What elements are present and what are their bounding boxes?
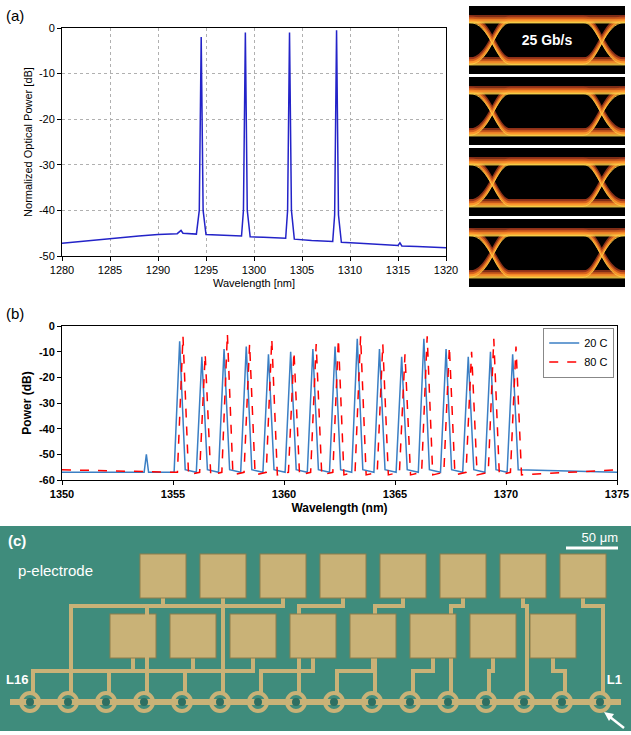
svg-text:1285: 1285 — [98, 264, 122, 276]
svg-text:-50: -50 — [39, 448, 55, 460]
svg-text:-50: -50 — [39, 250, 55, 262]
svg-text:L1: L1 — [607, 672, 622, 687]
svg-text:(a): (a) — [6, 7, 24, 24]
svg-text:-30: -30 — [39, 159, 55, 171]
svg-text:1295: 1295 — [194, 264, 218, 276]
svg-text:-20: -20 — [39, 113, 55, 125]
svg-text:Wavelength (nm): Wavelength (nm) — [291, 501, 387, 515]
svg-text:50 μm: 50 μm — [582, 530, 618, 545]
svg-text:1310: 1310 — [338, 264, 362, 276]
svg-text:Power (dB): Power (dB) — [20, 371, 34, 434]
svg-text:-40: -40 — [39, 204, 55, 216]
svg-text:1360: 1360 — [272, 488, 296, 500]
svg-text:Wavelength [nm]: Wavelength [nm] — [213, 277, 295, 289]
svg-text:-60: -60 — [39, 474, 55, 486]
svg-text:1355: 1355 — [161, 488, 185, 500]
svg-text:1305: 1305 — [290, 264, 314, 276]
svg-text:(c): (c) — [8, 532, 26, 549]
svg-text:1365: 1365 — [383, 488, 407, 500]
svg-text:-10: -10 — [39, 346, 55, 358]
svg-text:p-electrode: p-electrode — [18, 562, 93, 579]
svg-text:1370: 1370 — [494, 488, 518, 500]
svg-text:80 C: 80 C — [584, 356, 607, 368]
svg-text:1375: 1375 — [605, 488, 629, 500]
svg-text:-10: -10 — [39, 67, 55, 79]
svg-text:0: 0 — [49, 22, 55, 34]
svg-text:-20: -20 — [39, 371, 55, 383]
svg-text:1350: 1350 — [50, 488, 74, 500]
svg-text:-30: -30 — [39, 397, 55, 409]
svg-text:1315: 1315 — [386, 264, 410, 276]
svg-text:0: 0 — [49, 320, 55, 332]
svg-text:1320: 1320 — [434, 264, 458, 276]
svg-text:-40: -40 — [39, 423, 55, 435]
svg-text:Normalized Optical Power [dB]: Normalized Optical Power [dB] — [22, 67, 34, 217]
svg-text:25 Gb/s: 25 Gb/s — [522, 32, 573, 48]
svg-text:1290: 1290 — [146, 264, 170, 276]
svg-text:(b): (b) — [6, 305, 24, 322]
svg-text:1280: 1280 — [50, 264, 74, 276]
svg-text:1300: 1300 — [242, 264, 266, 276]
svg-text:20 C: 20 C — [584, 337, 607, 349]
svg-text:L16: L16 — [6, 672, 28, 687]
